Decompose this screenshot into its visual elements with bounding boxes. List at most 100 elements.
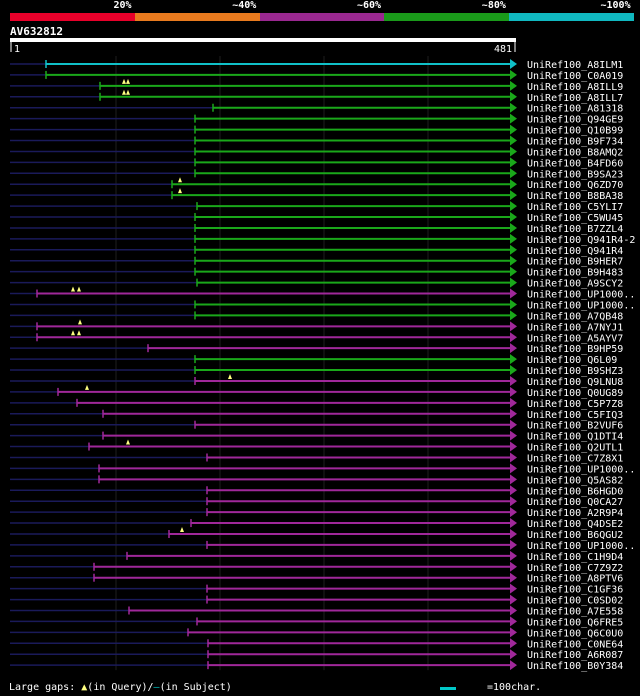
hit-arrow-icon	[510, 572, 517, 583]
hit-label[interactable]: UniRef100_C5FIQ3	[527, 410, 623, 421]
hit-arrow-icon	[510, 518, 517, 529]
hit-arrow-icon	[510, 244, 517, 255]
hit-label[interactable]: UniRef100_C7Z9Z2	[527, 563, 623, 574]
hit-arrow-icon	[510, 485, 517, 496]
hit-label[interactable]: UniRef100_A8ILL7	[527, 93, 623, 104]
hit-arrow-icon	[510, 288, 517, 299]
hit-label[interactable]: UniRef100_Q94GE9	[527, 115, 623, 126]
hit-arrow-icon	[510, 59, 517, 69]
hit-label[interactable]: UniRef100_Q0UG89	[527, 388, 623, 399]
hit-label[interactable]: UniRef100_B4FD60	[527, 158, 623, 169]
hit-arrow-icon	[510, 594, 517, 605]
hit-label[interactable]: UniRef100_A2R9P4	[527, 508, 623, 519]
gap-triangle-icon	[85, 384, 89, 390]
hit-arrow-icon	[510, 255, 517, 266]
hit-label[interactable]: UniRef100_B9H483	[527, 268, 623, 279]
hit-label[interactable]: UniRef100_A6R087	[527, 650, 623, 661]
hit-label[interactable]: UniRef100_C5P7Z8	[527, 399, 623, 410]
hit-label[interactable]: UniRef100_UP1000..	[527, 290, 635, 301]
hit-label[interactable]: UniRef100_B8BA38	[527, 191, 623, 202]
gap-triangle-icon	[77, 286, 81, 292]
hit-label[interactable]: UniRef100_B8AMQ2	[527, 147, 623, 158]
hit-label[interactable]: UniRef100_Q1DTI4	[527, 432, 623, 443]
gap-triangle-icon	[122, 89, 126, 95]
hit-arrow-icon	[510, 157, 517, 168]
hit-label[interactable]: UniRef100_B9F734	[527, 137, 623, 148]
hit-arrow-icon	[510, 616, 517, 627]
hit-label[interactable]: UniRef100_C0NE64	[527, 639, 623, 650]
hit-label[interactable]: UniRef100_B2VUF6	[527, 421, 623, 432]
hit-arrow-icon	[510, 146, 517, 157]
hit-label[interactable]: UniRef100_C1GF36	[527, 585, 623, 596]
hit-label[interactable]: UniRef100_B6QGU2	[527, 530, 623, 541]
hit-arrow-icon	[510, 321, 517, 332]
legend-segment	[134, 13, 260, 21]
hit-label[interactable]: UniRef100_C5WU45	[527, 213, 623, 224]
hit-arrow-icon	[510, 310, 517, 321]
hit-label[interactable]: UniRef100_C7Z8X1	[527, 453, 623, 464]
hit-label[interactable]: UniRef100_B9HER7	[527, 257, 623, 268]
footer-scale-note: =100char.	[487, 682, 542, 693]
gap-triangle-icon	[78, 319, 82, 325]
ruler-bar	[10, 38, 516, 42]
hit-label[interactable]: UniRef100_Q0CA27	[527, 497, 623, 508]
hit-label[interactable]: UniRef100_A81318	[527, 104, 623, 115]
hit-label[interactable]: UniRef100_B9HP59	[527, 344, 623, 355]
hit-label[interactable]: UniRef100_C5YLI7	[527, 202, 623, 213]
hit-arrow-icon	[510, 332, 517, 343]
hit-label[interactable]: UniRef100_Q5AS82	[527, 475, 623, 486]
hit-label[interactable]: UniRef100_A9SCY2	[527, 279, 623, 290]
gap-triangle-icon: ▲	[81, 682, 88, 693]
hit-label[interactable]: UniRef100_B9SHZ3	[527, 366, 623, 377]
hit-arrow-icon	[510, 113, 517, 124]
hit-label[interactable]: UniRef100_UP1000..	[527, 541, 635, 552]
legend-label: ~40%	[232, 0, 257, 11]
hit-label[interactable]: UniRef100_B9SA23	[527, 169, 623, 180]
hit-label[interactable]: UniRef100_UP1000..	[527, 464, 635, 475]
hit-label[interactable]: UniRef100_A7NYJ1	[527, 322, 623, 333]
hit-arrow-icon	[510, 190, 517, 201]
hit-label[interactable]: UniRef100_Q2UTL1	[527, 443, 623, 454]
hit-arrow-icon	[510, 550, 517, 561]
hit-label[interactable]: UniRef100_Q6ZD70	[527, 180, 623, 191]
hit-label[interactable]: UniRef100_C0A019	[527, 71, 623, 82]
hit-label[interactable]: UniRef100_C1H9D4	[527, 552, 623, 563]
hit-label[interactable]: UniRef100_A7QB48	[527, 311, 623, 322]
hit-arrow-icon	[510, 441, 517, 452]
hit-label[interactable]: UniRef100_Q9LNU8	[527, 377, 623, 388]
hit-label[interactable]: UniRef100_B6HGD0	[527, 486, 623, 497]
hit-label[interactable]: UniRef100_C0SD02	[527, 596, 623, 607]
hit-label[interactable]: UniRef100_Q4DSE2	[527, 519, 623, 530]
hit-label[interactable]: UniRef100_B0Y384	[527, 661, 623, 672]
query-id: AV632812	[10, 25, 63, 38]
hit-arrow-icon	[510, 660, 517, 671]
hit-arrow-icon	[510, 80, 517, 91]
hit-label[interactable]: UniRef100_Q941R4-2	[527, 235, 635, 246]
footer-in-query: (in Query)/	[87, 682, 154, 693]
hit-label[interactable]: UniRef100_Q6C0U0	[527, 628, 623, 639]
hit-label[interactable]: UniRef100_Q6L09	[527, 355, 617, 366]
hit-label[interactable]: UniRef100_A8ILL9	[527, 82, 623, 93]
hit-arrow-icon	[510, 463, 517, 474]
hit-arrow-icon	[510, 649, 517, 660]
gap-triangle-icon	[126, 78, 130, 84]
gap-dash-icon: —	[153, 682, 160, 693]
hit-label[interactable]: UniRef100_Q6FRE5	[527, 617, 623, 628]
hit-label[interactable]: UniRef100_A5AYV7	[527, 333, 623, 344]
hit-label[interactable]: UniRef100_UP1000..	[527, 300, 635, 311]
hit-label[interactable]: UniRef100_A8PTV6	[527, 574, 623, 585]
hit-label[interactable]: UniRef100_A8ILM1	[527, 60, 623, 71]
hit-label[interactable]: UniRef100_B7ZZL4	[527, 224, 623, 235]
legend-label: 20%	[113, 0, 132, 11]
gap-triangle-icon	[71, 286, 75, 292]
hit-label[interactable]: UniRef100_A7E558	[527, 607, 623, 618]
hit-label[interactable]: UniRef100_Q10B99	[527, 126, 623, 137]
hit-arrow-icon	[510, 222, 517, 233]
legend-segment	[10, 13, 135, 21]
hit-arrow-icon	[510, 343, 517, 354]
hit-arrow-icon	[510, 419, 517, 430]
hit-label[interactable]: UniRef100_Q941R4	[527, 246, 623, 257]
scale-swatch	[440, 687, 456, 690]
hit-arrow-icon	[510, 168, 517, 179]
